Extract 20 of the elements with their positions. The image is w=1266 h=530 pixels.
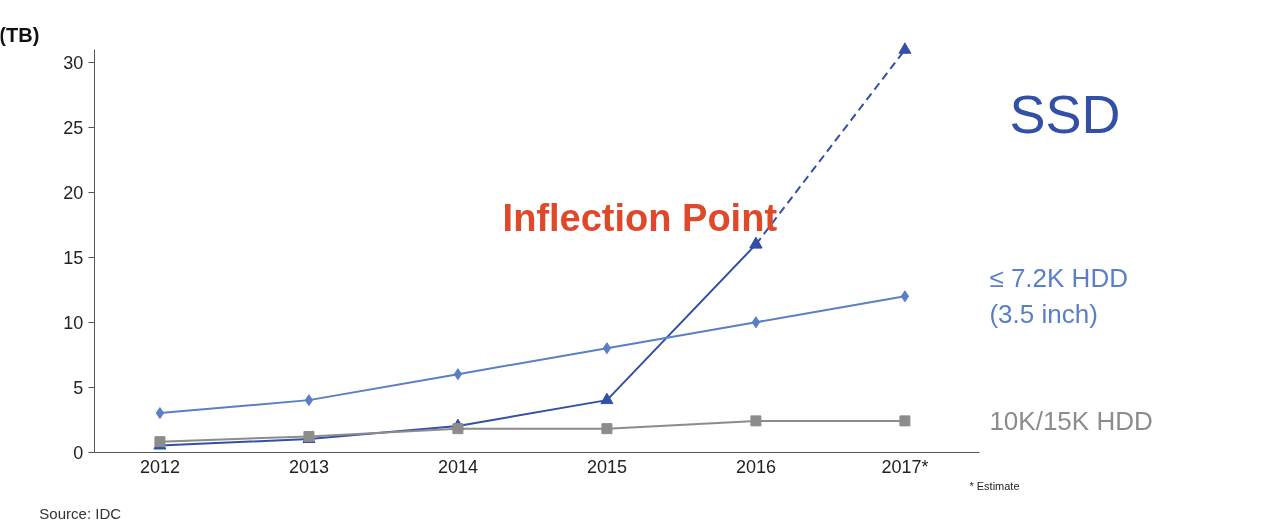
y-tick-label: 25	[63, 118, 84, 139]
x-tick-label: 2017*	[881, 457, 929, 478]
annotation: Inflection Point	[502, 197, 778, 240]
x-tick-label: 2015	[586, 457, 627, 478]
y-tick-label: 30	[63, 53, 84, 74]
source-note: Source: IDC	[39, 505, 122, 523]
x-tick-label: 2014	[437, 457, 478, 478]
x-tick-label: 2012	[139, 457, 180, 478]
y-tick-label: 10	[63, 312, 84, 333]
text: SSD	[1009, 84, 1121, 145]
y-tick-label: 15	[63, 247, 84, 268]
text: ≤ 7.2K HDD (3.5 inch)	[989, 263, 1128, 330]
x-tick-label: 2016	[735, 457, 776, 478]
y-tick-label: 20	[63, 183, 84, 204]
text: * Estimate	[969, 480, 1020, 493]
y-tick-label: 0	[73, 442, 84, 463]
y-axis-title: (TB)	[0, 23, 40, 46]
text: 10K/15K HDD	[989, 405, 1153, 436]
y-tick-label: 5	[73, 377, 84, 398]
x-tick-label: 2013	[288, 457, 329, 478]
